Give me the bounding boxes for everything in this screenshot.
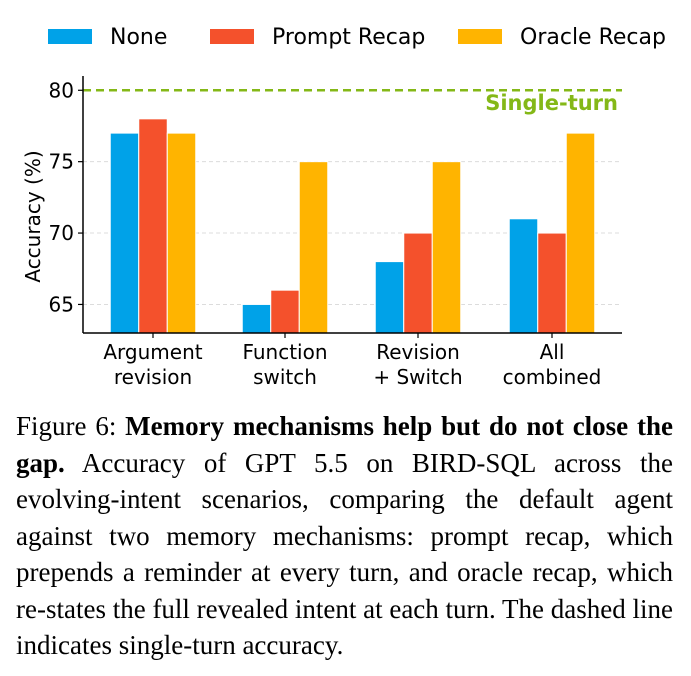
legend-label-0: None (110, 25, 167, 50)
bar-0-0 (109, 132, 140, 334)
bar-3-2 (565, 132, 596, 334)
caption-title: Memory mechanisms help but do not close … (16, 411, 673, 478)
x-tick-label-0-0: Argument (103, 340, 202, 364)
x-tick-label-1-0: Function (242, 340, 327, 364)
bar-1-1 (270, 289, 300, 334)
legend-swatch-1 (210, 29, 254, 44)
bar-2-1 (403, 232, 433, 334)
bar-1-0 (241, 303, 272, 334)
bar-3-0 (508, 218, 539, 334)
y-axis-label: Accuracy (%) (21, 150, 45, 282)
y-tick-label-75: 75 (49, 150, 74, 174)
x-tick-label-3-0: All (540, 340, 565, 364)
figure-caption: Figure 6: Memory mechanisms help but do … (16, 408, 673, 664)
x-tick-label-0-1: revision (114, 365, 192, 389)
y-tick-label-70: 70 (49, 221, 74, 245)
bar-2-2 (431, 161, 462, 334)
legend-swatch-2 (458, 29, 502, 44)
caption-prefix: Figure 6: (16, 411, 126, 441)
legend-swatch-0 (48, 29, 92, 44)
y-tick-label-65: 65 (49, 292, 74, 316)
y-tick-label-80: 80 (49, 78, 74, 102)
x-tick-label-2-0: Revision (376, 340, 460, 364)
x-tick-label-2-1: + Switch (373, 365, 462, 389)
legend-label-2: Oracle Recap (520, 25, 666, 50)
axes (82, 76, 622, 334)
bar-0-2 (166, 132, 197, 334)
caption-text: Accuracy of GPT 5.5 on BIRD-SQL across t… (16, 447, 673, 661)
reference-line-label: Single-turn (485, 91, 618, 115)
bar-0-1 (138, 118, 168, 334)
legend-label-1: Prompt Recap (272, 25, 425, 50)
bar-1-2 (298, 161, 329, 334)
reference-line-group: Single-turn (83, 89, 622, 115)
bar-3-1 (537, 232, 567, 334)
bars (109, 118, 596, 334)
legend: None Prompt Recap Oracle Recap (48, 25, 666, 50)
x-tick-label-1-1: switch (253, 365, 317, 389)
bar-chart: None Prompt Recap Oracle Recap Single-turn… (21, 25, 666, 389)
x-tick-label-3-1: combined (503, 365, 602, 389)
bar-2-0 (374, 261, 405, 334)
